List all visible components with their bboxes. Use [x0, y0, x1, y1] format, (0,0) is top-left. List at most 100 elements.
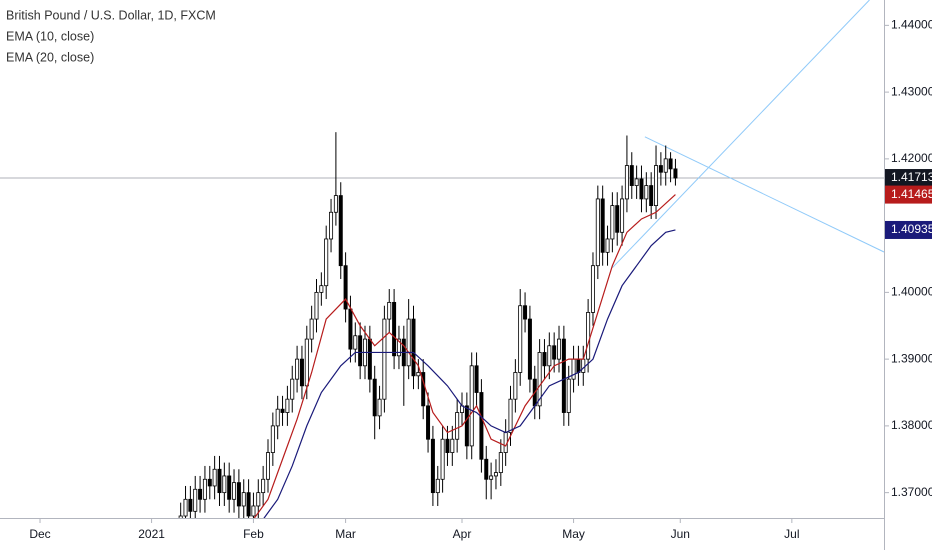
candle-body — [547, 345, 552, 367]
candle-body — [610, 205, 615, 240]
candle-body — [581, 358, 586, 373]
candle-body — [193, 488, 198, 512]
candle-body — [416, 372, 421, 377]
candle-body — [566, 378, 571, 413]
candle-body — [513, 372, 518, 400]
x-tick-label: Jun — [671, 527, 690, 541]
legend-entry: EMA (20, close) — [6, 50, 94, 64]
candle-body — [246, 492, 251, 517]
candle-body — [440, 438, 445, 480]
candle-body — [241, 492, 246, 507]
candle-body — [217, 468, 222, 494]
candle-body — [275, 408, 280, 427]
candle-body — [324, 238, 329, 287]
x-tick-label: Jul — [784, 527, 799, 541]
candle-body — [212, 468, 217, 487]
candle-body — [479, 392, 484, 460]
candle-body — [236, 482, 241, 507]
candle-body — [343, 265, 348, 310]
candle-body — [435, 478, 440, 494]
candle-body — [358, 335, 363, 367]
y-tick-label: 1.43000 — [891, 84, 932, 98]
candle-body — [649, 185, 654, 206]
trend-line — [612, 0, 870, 269]
candle-body — [251, 505, 256, 517]
y-tick-label: 1.37000 — [891, 485, 932, 499]
candle-body — [493, 472, 498, 477]
candle-body — [256, 492, 261, 507]
candle-body — [372, 378, 377, 417]
candle-body — [314, 291, 319, 320]
price-label-box — [885, 220, 932, 239]
candle-body — [183, 498, 188, 517]
y-tick-label: 1.38000 — [891, 418, 932, 432]
candle-body — [464, 405, 469, 447]
candle-body — [668, 158, 673, 170]
y-tick-label: 1.39000 — [891, 351, 932, 365]
candle-body — [232, 482, 237, 500]
chart-title: British Pound / U.S. Dollar, 1D, FXCM — [6, 8, 216, 22]
candle-body — [285, 398, 290, 413]
candle-body — [590, 265, 595, 313]
candle-body — [557, 338, 562, 360]
candle-body — [299, 358, 304, 387]
candle-body — [295, 358, 300, 380]
candle-body — [639, 178, 644, 200]
candle-body — [382, 318, 387, 400]
candle-body — [329, 211, 334, 240]
candle-body — [377, 398, 382, 417]
candle-body — [353, 335, 358, 350]
candle-body — [600, 198, 605, 253]
price-label-box — [885, 185, 932, 204]
candle-body — [406, 318, 411, 367]
candle-body — [605, 238, 610, 253]
candle-body — [392, 301, 397, 357]
candle-body — [265, 452, 270, 480]
candle-body — [523, 305, 528, 320]
candle-body — [586, 312, 591, 360]
ema-line — [253, 194, 676, 518]
candle-body — [498, 452, 503, 474]
candle-body — [484, 458, 489, 480]
candle-body — [644, 185, 649, 200]
candle-body — [430, 438, 435, 494]
candle-body — [207, 478, 212, 487]
x-tick-label: Dec — [29, 527, 50, 541]
y-tick-label: 1.44000 — [891, 18, 932, 32]
candle-body — [304, 338, 309, 387]
candle-body — [455, 412, 460, 440]
candle-body — [387, 301, 392, 320]
plot-area — [0, 0, 884, 518]
x-tick-label: 2021 — [138, 527, 165, 541]
candle-body — [595, 198, 600, 267]
x-tick-label: May — [562, 527, 585, 541]
x-tick-label: Apr — [453, 527, 472, 541]
candle-body — [508, 398, 513, 433]
candle-body — [615, 205, 620, 233]
candle-body — [280, 408, 285, 413]
price-label: 1.41713 — [891, 170, 932, 184]
legend-entry: EMA (10, close) — [6, 29, 94, 43]
candle-body — [426, 405, 431, 440]
candle-body — [527, 318, 532, 380]
trend-line — [644, 136, 884, 253]
y-tick-label: 1.40000 — [891, 285, 932, 299]
candle-body — [561, 338, 566, 413]
candle-body — [624, 165, 629, 200]
candle-body — [552, 345, 557, 360]
price-label: 1.40935 — [891, 222, 932, 236]
candle-body — [367, 338, 372, 380]
candle-body — [663, 158, 668, 173]
candle-body — [576, 358, 581, 373]
candle-body — [227, 475, 232, 500]
candle-body — [333, 195, 338, 213]
candle-body — [634, 178, 639, 186]
candle-body — [654, 165, 659, 206]
candle-body — [571, 358, 576, 380]
candle-body — [348, 308, 353, 350]
candle-body — [445, 438, 450, 453]
candle-body — [261, 478, 266, 494]
candle-body — [620, 198, 625, 233]
candle-body — [290, 378, 295, 400]
